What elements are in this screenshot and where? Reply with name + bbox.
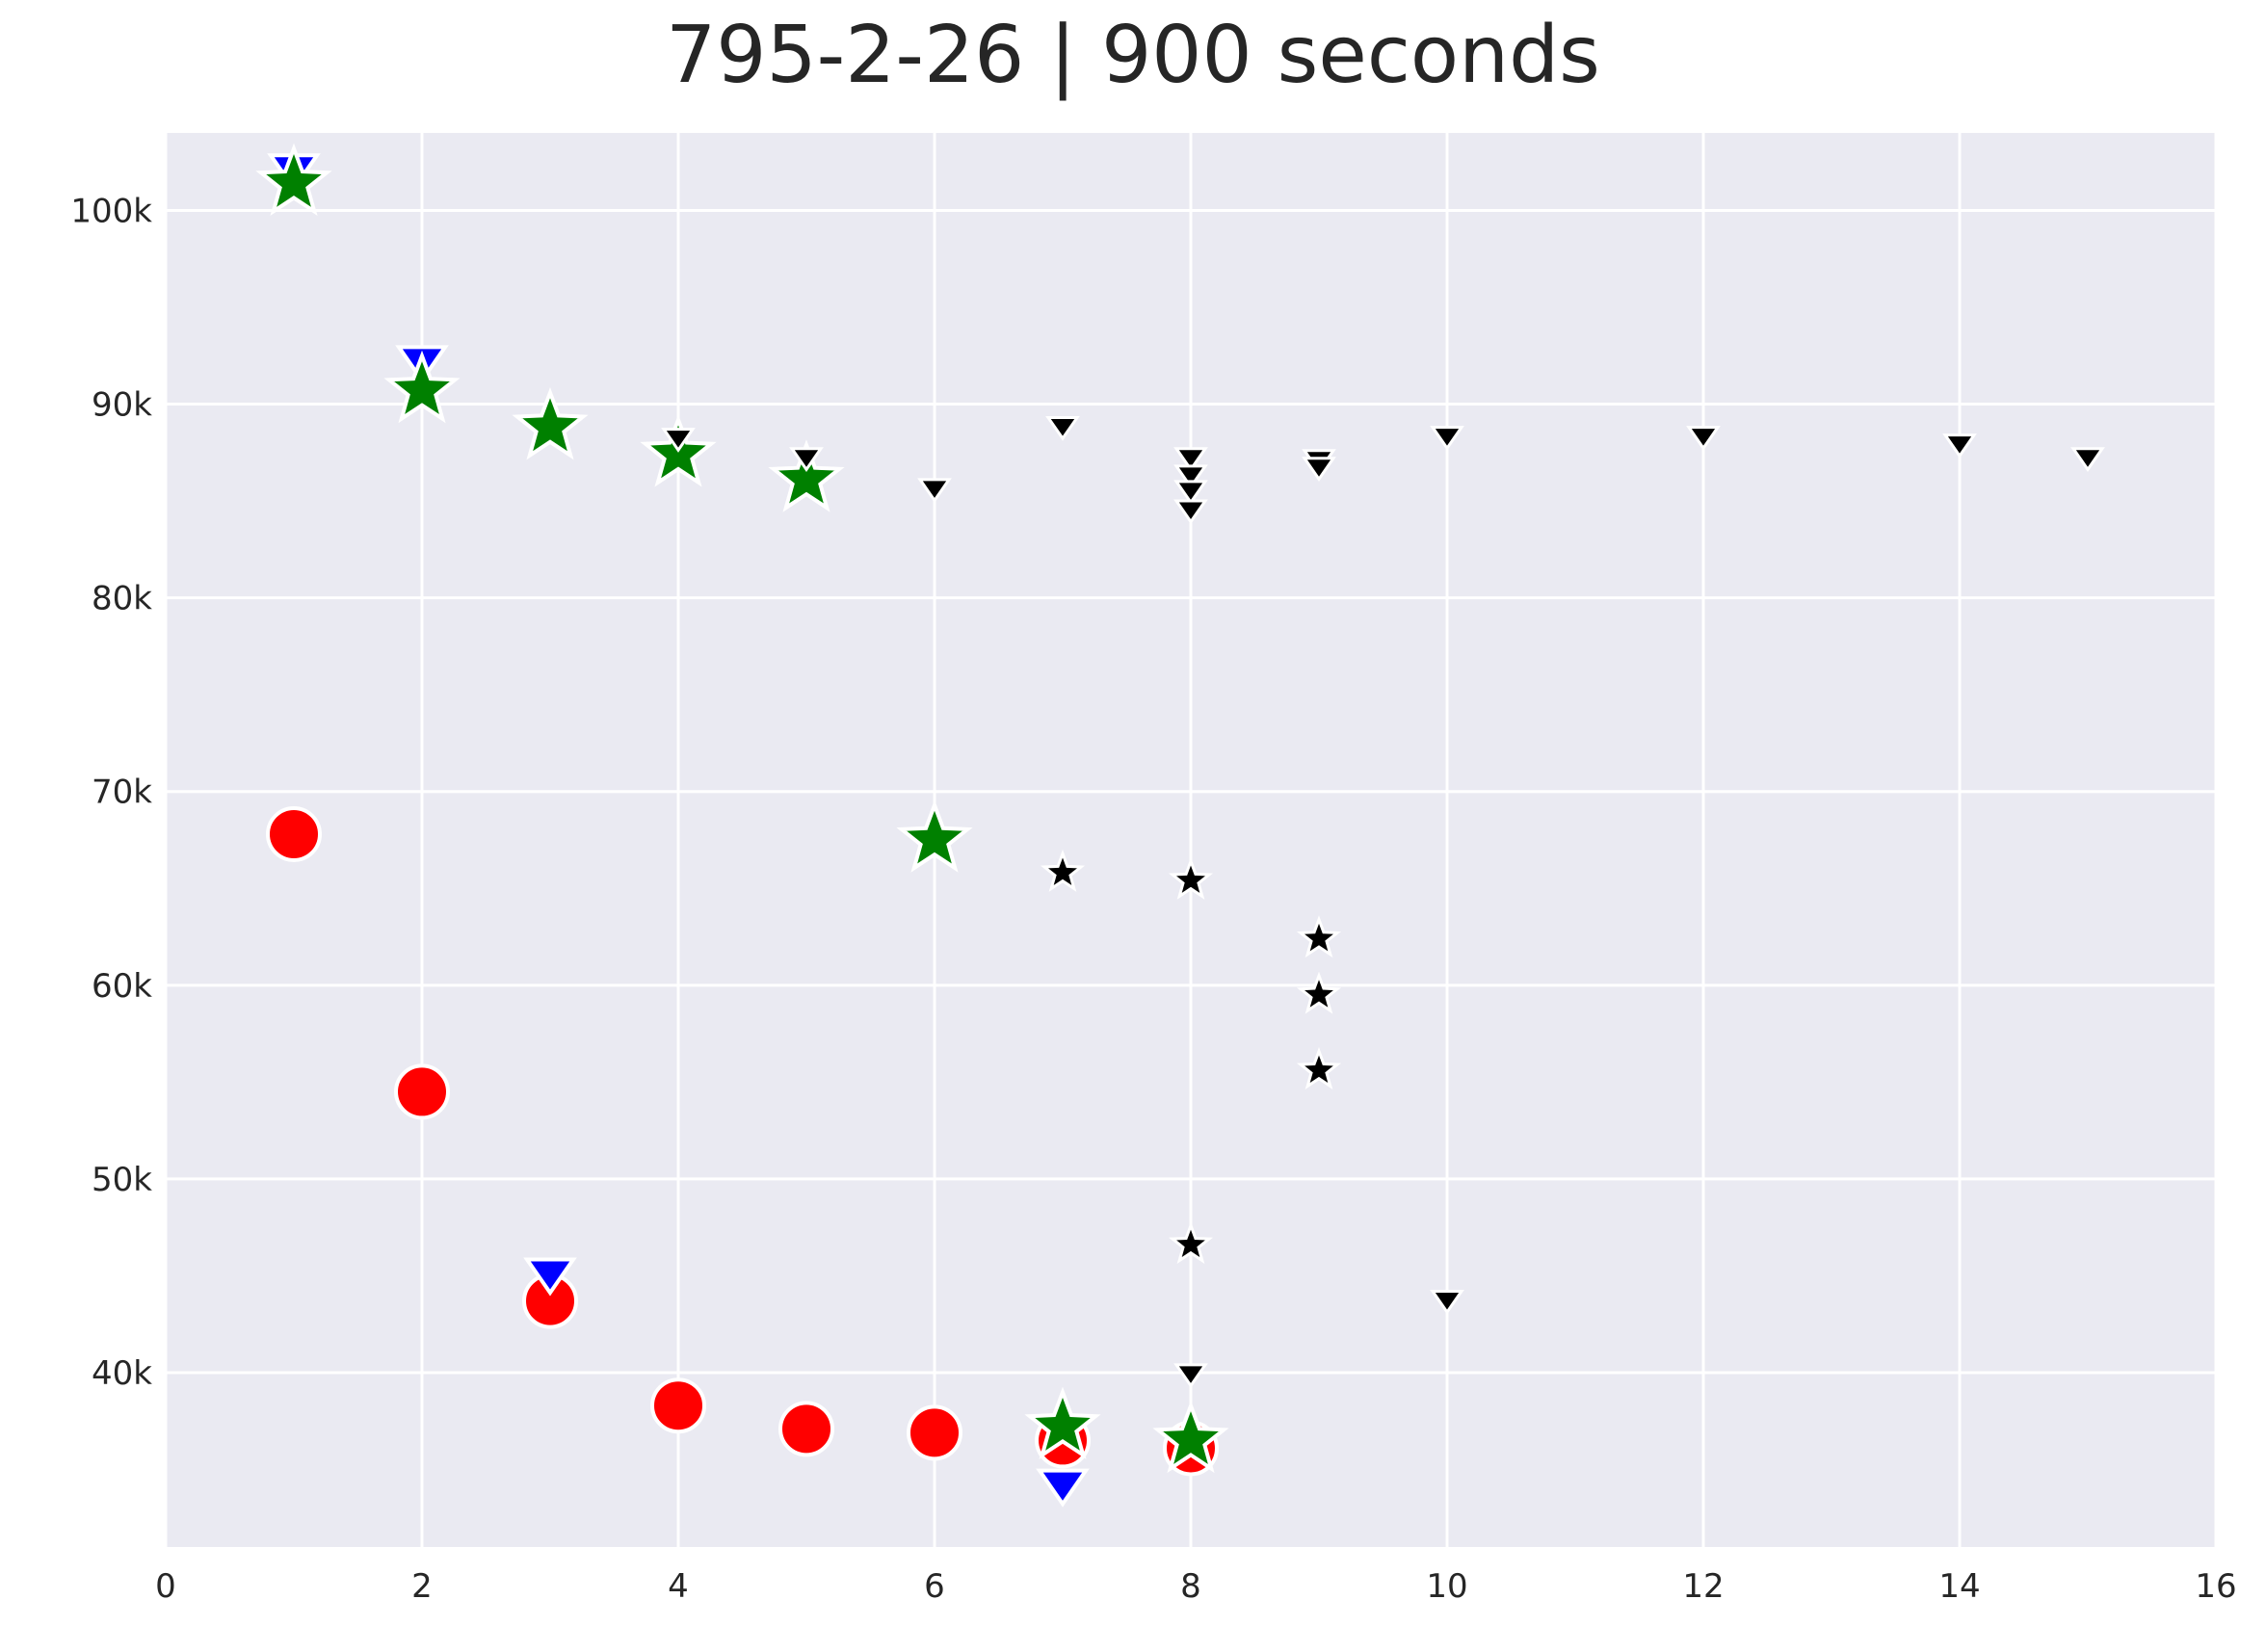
- triangle-marker: [1302, 457, 1336, 483]
- circle-marker: [778, 1401, 834, 1457]
- star-marker: [896, 800, 973, 873]
- x-tick-label: 2: [411, 1567, 433, 1606]
- star-marker: [255, 143, 332, 217]
- y-tick-label: 70k: [92, 774, 152, 812]
- triangle-marker: [917, 478, 952, 504]
- triangle-marker: [1942, 433, 1977, 459]
- circle-marker: [907, 1404, 962, 1461]
- grid-lines: [164, 133, 2218, 1547]
- x-tick-label: 0: [155, 1567, 176, 1606]
- circle-marker: [650, 1377, 706, 1434]
- triangle-marker: [1173, 1363, 1208, 1389]
- triangle-marker: [1173, 480, 1208, 506]
- circle-marker: [394, 1063, 450, 1120]
- star-marker: [512, 387, 589, 460]
- triangle-marker: [789, 447, 824, 472]
- triangle-marker: [1430, 426, 1464, 451]
- y-tick-label: 40k: [92, 1354, 152, 1393]
- y-tick-label: 60k: [92, 967, 152, 1006]
- data-markers: [255, 143, 2105, 1508]
- x-tick-label: 4: [668, 1567, 689, 1606]
- star-marker: [1024, 1386, 1101, 1460]
- star-marker: [383, 350, 461, 424]
- y-tick-label: 50k: [92, 1161, 152, 1199]
- triangle-marker: [1036, 1468, 1090, 1508]
- triangle-marker: [1173, 447, 1208, 472]
- star-marker: [1168, 856, 1214, 900]
- triangle-marker: [523, 1257, 577, 1297]
- triangle-marker: [1686, 426, 1721, 451]
- x-tick-label: 6: [924, 1567, 945, 1606]
- triangle-marker: [1173, 464, 1208, 490]
- triangle-marker: [1045, 416, 1080, 441]
- triangle-marker: [661, 428, 696, 453]
- triangle-marker: [1173, 499, 1208, 525]
- x-tick-label: 10: [1426, 1567, 1467, 1606]
- x-tick-label: 14: [1938, 1567, 1980, 1606]
- y-tick-label: 80k: [92, 580, 152, 618]
- star-marker: [1296, 1046, 1342, 1089]
- circle-marker: [266, 805, 322, 862]
- star-marker: [768, 439, 845, 512]
- star-marker: [1152, 1400, 1229, 1474]
- star-marker: [1296, 915, 1342, 958]
- y-tick-label: 100k: [70, 192, 152, 230]
- star-marker: [1040, 849, 1086, 892]
- star-marker: [1296, 971, 1342, 1014]
- axis-tick-labels: 0 2 4 6 8 10 12 14 16 40k 50k 60k 70k 80k 90k 100k: [70, 192, 2236, 1606]
- x-tick-label: 16: [2195, 1567, 2236, 1606]
- chart-title: 795-2-26 | 900 seconds: [666, 10, 1600, 101]
- star-marker: [1168, 1220, 1214, 1264]
- y-tick-label: 90k: [92, 386, 152, 425]
- triangle-marker: [1430, 1290, 1464, 1315]
- x-tick-label: 8: [1180, 1567, 1201, 1606]
- triangle-marker: [2070, 447, 2105, 472]
- x-tick-label: 12: [1682, 1567, 1724, 1606]
